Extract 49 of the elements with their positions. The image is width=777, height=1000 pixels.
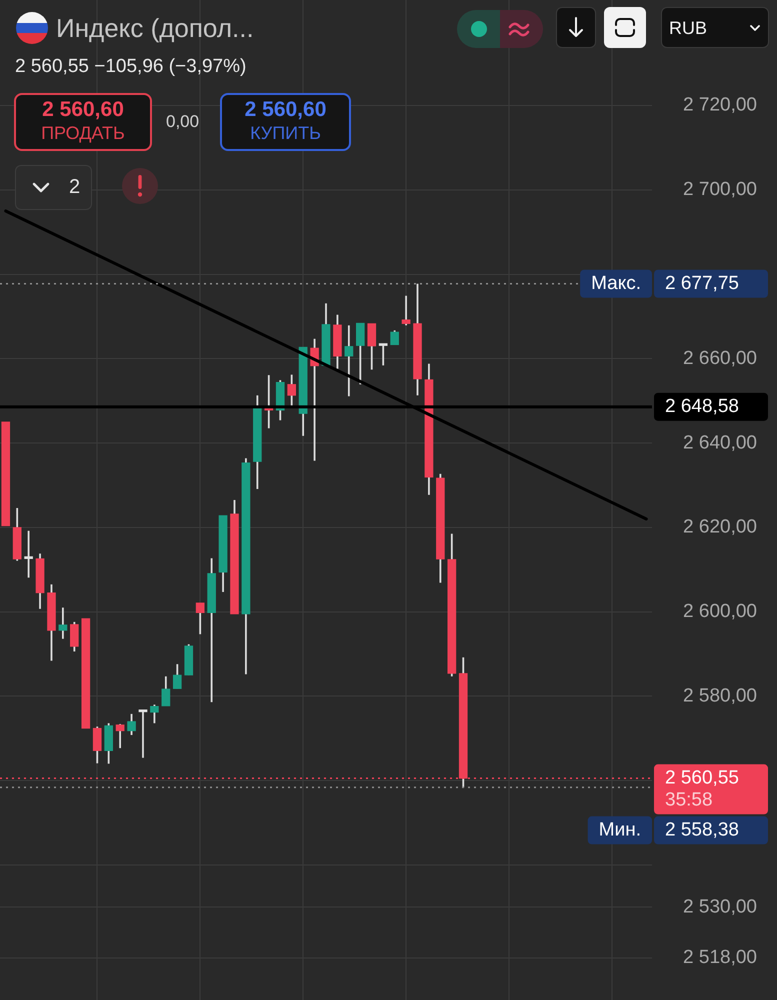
text: RUB — [669, 18, 708, 38]
candlestick — [127, 713, 136, 736]
y-tick-label: 2 530,00 — [683, 896, 757, 918]
y-tick-label: 2 640,00 — [683, 432, 757, 454]
square-button[interactable] — [604, 7, 646, 48]
y-tick-label: 2 600,00 — [683, 601, 757, 622]
candlestick — [24, 530, 33, 579]
text: Индекс (допол... — [56, 13, 254, 43]
candlestick — [172, 663, 182, 690]
y-tick-label: 2 518,00 — [683, 947, 757, 968]
y-tick-label: 2 700,00 — [683, 179, 757, 200]
candlestick — [390, 329, 399, 346]
currency-dropdown[interactable] — [661, 7, 769, 48]
ref-line-label: 2 560,55 — [665, 768, 739, 789]
ref-line-label: 2 558,38 — [665, 820, 739, 841]
toggle-switch[interactable] — [457, 10, 543, 48]
ref-line-label: 2 648,58 — [665, 396, 739, 418]
annotation: 2 560,60 — [244, 98, 328, 121]
y-tick-label: 2 720,00 — [683, 94, 757, 116]
candlestick — [378, 343, 388, 366]
y-tick-label: 2 620,00 — [683, 516, 757, 538]
count-dropdown[interactable] — [15, 165, 92, 210]
candlestick — [402, 294, 410, 326]
arrow-down-button[interactable] — [556, 7, 596, 48]
buy-button[interactable] — [220, 93, 351, 151]
candlestick — [344, 324, 354, 398]
annotation: 2 560,60 — [41, 98, 125, 121]
annotation: Мин. — [598, 820, 642, 841]
candlestick — [92, 726, 102, 764]
y-tick-label: 2 580,00 — [683, 685, 757, 706]
candlestick — [162, 675, 170, 707]
annotation: 2 — [69, 176, 80, 198]
candlestick — [287, 374, 296, 408]
sell-button[interactable] — [14, 93, 152, 151]
text: 2 560,55 −105,96 (−3,97%) — [15, 56, 246, 77]
candlestick — [196, 602, 205, 636]
annotation: Макс. — [591, 272, 642, 294]
annotation: 0,00 — [166, 112, 200, 131]
ref-line-label: 2 677,75 — [665, 272, 739, 294]
annotation: КУПИТЬ — [249, 123, 322, 143]
candlestick — [70, 621, 79, 652]
candlestick — [150, 704, 159, 724]
candlestick — [116, 723, 124, 749]
annotation: ПРОДАТЬ — [40, 123, 126, 143]
candlestick — [58, 606, 68, 640]
y-tick-label: 2 660,00 — [683, 348, 757, 369]
text: 35:58 — [665, 790, 713, 811]
candlestick — [367, 322, 376, 371]
candlestick — [356, 322, 365, 386]
